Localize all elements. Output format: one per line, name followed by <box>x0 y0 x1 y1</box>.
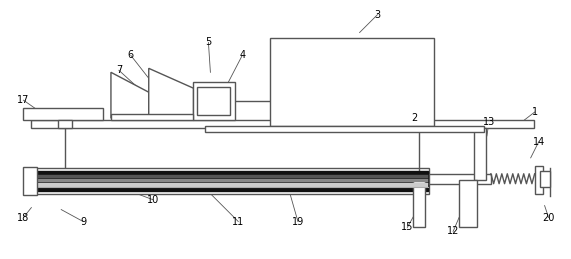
Bar <box>206 126 484 132</box>
Text: 3: 3 <box>375 10 380 20</box>
Text: 14: 14 <box>533 137 545 147</box>
Bar <box>34 183 428 187</box>
Text: 17: 17 <box>17 95 30 105</box>
Bar <box>23 108 103 120</box>
Bar <box>23 167 37 195</box>
Bar <box>474 128 486 180</box>
Text: 15: 15 <box>401 222 413 233</box>
Text: 9: 9 <box>80 217 86 227</box>
Polygon shape <box>111 72 148 118</box>
Polygon shape <box>148 68 194 118</box>
Text: 11: 11 <box>232 217 244 227</box>
Text: 18: 18 <box>17 213 30 222</box>
Bar <box>534 166 542 194</box>
Text: 1: 1 <box>532 107 538 117</box>
Text: 4: 4 <box>239 51 246 60</box>
Bar <box>58 120 72 128</box>
Bar <box>34 171 428 191</box>
Text: 6: 6 <box>128 51 134 60</box>
Bar <box>194 82 235 120</box>
Bar <box>459 180 477 227</box>
Bar <box>429 174 491 184</box>
Bar <box>31 120 534 128</box>
Text: 2: 2 <box>411 113 417 123</box>
Text: 13: 13 <box>482 117 495 127</box>
Bar <box>111 114 194 120</box>
Text: 7: 7 <box>116 65 122 75</box>
Text: 19: 19 <box>292 217 304 227</box>
Bar <box>34 175 428 178</box>
Text: 5: 5 <box>206 38 211 47</box>
Text: 12: 12 <box>447 226 459 236</box>
Text: 20: 20 <box>542 213 555 222</box>
Bar <box>31 168 429 194</box>
Bar <box>198 87 230 115</box>
Bar <box>270 39 434 126</box>
Bar <box>540 171 549 187</box>
Bar <box>413 180 425 227</box>
Bar <box>34 179 428 182</box>
Text: 10: 10 <box>147 195 159 205</box>
